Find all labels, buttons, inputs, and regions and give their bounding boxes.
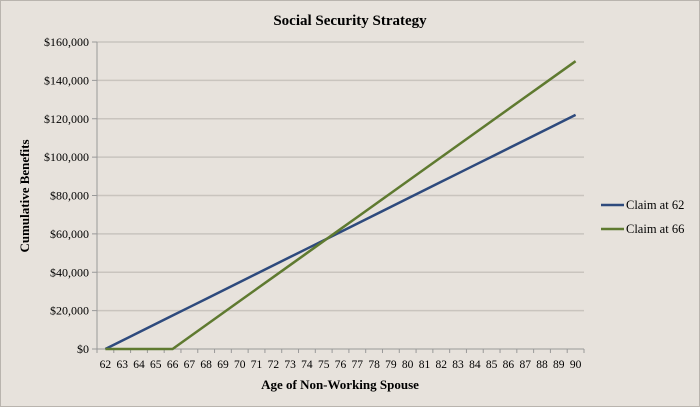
x-tick-label: 65 [150,359,162,371]
x-tick-label: 82 [436,359,448,371]
x-tick-label: 87 [519,359,531,371]
y-tick-label: $140,000 [44,73,89,87]
x-tick-label: 75 [318,359,330,371]
x-tick-label: 84 [469,359,481,371]
x-tick-label: 73 [284,359,296,371]
y-tick-label: $60,000 [50,227,89,241]
x-tick-label: 63 [116,359,128,371]
y-tick-label: $20,000 [50,304,89,318]
x-tick-label: 77 [352,359,364,371]
chart-title: Social Security Strategy [273,13,427,29]
x-tick-label: 71 [251,359,263,371]
y-tick-label: $100,000 [44,150,89,164]
x-tick-label: 74 [301,359,313,371]
x-tick-label: 81 [419,359,431,371]
y-tick-label: $40,000 [50,265,89,279]
y-tick-label: $160,000 [44,35,89,49]
x-tick-label: 68 [200,359,212,371]
x-tick-label: 90 [570,359,582,371]
x-tick-label: 79 [385,359,397,371]
y-axis-label: Cumulative Benefits [17,139,32,252]
x-tick-label: 64 [133,359,145,371]
x-tick-label: 89 [553,359,565,371]
legend-label: Claim at 62 [626,198,684,212]
x-tick-label: 72 [268,359,280,371]
x-tick-label: 86 [503,359,515,371]
x-tick-label: 76 [335,359,347,371]
x-tick-label: 78 [368,359,380,371]
y-tick-label: $120,000 [44,112,89,126]
x-tick-label: 66 [167,359,179,371]
y-tick-label: $0 [77,342,89,356]
x-tick-label: 80 [402,359,414,371]
x-tick-label: 85 [486,359,498,371]
legend-label: Claim at 66 [626,222,684,236]
x-tick-label: 83 [452,359,464,371]
x-axis-label: Age of Non-Working Spouse [261,377,419,392]
x-tick-label: 69 [217,359,229,371]
x-tick-label: 67 [184,359,196,371]
x-tick-label: 70 [234,359,246,371]
x-tick-label: 88 [536,359,548,371]
x-tick-label: 62 [100,359,112,371]
y-tick-label: $80,000 [50,189,89,203]
